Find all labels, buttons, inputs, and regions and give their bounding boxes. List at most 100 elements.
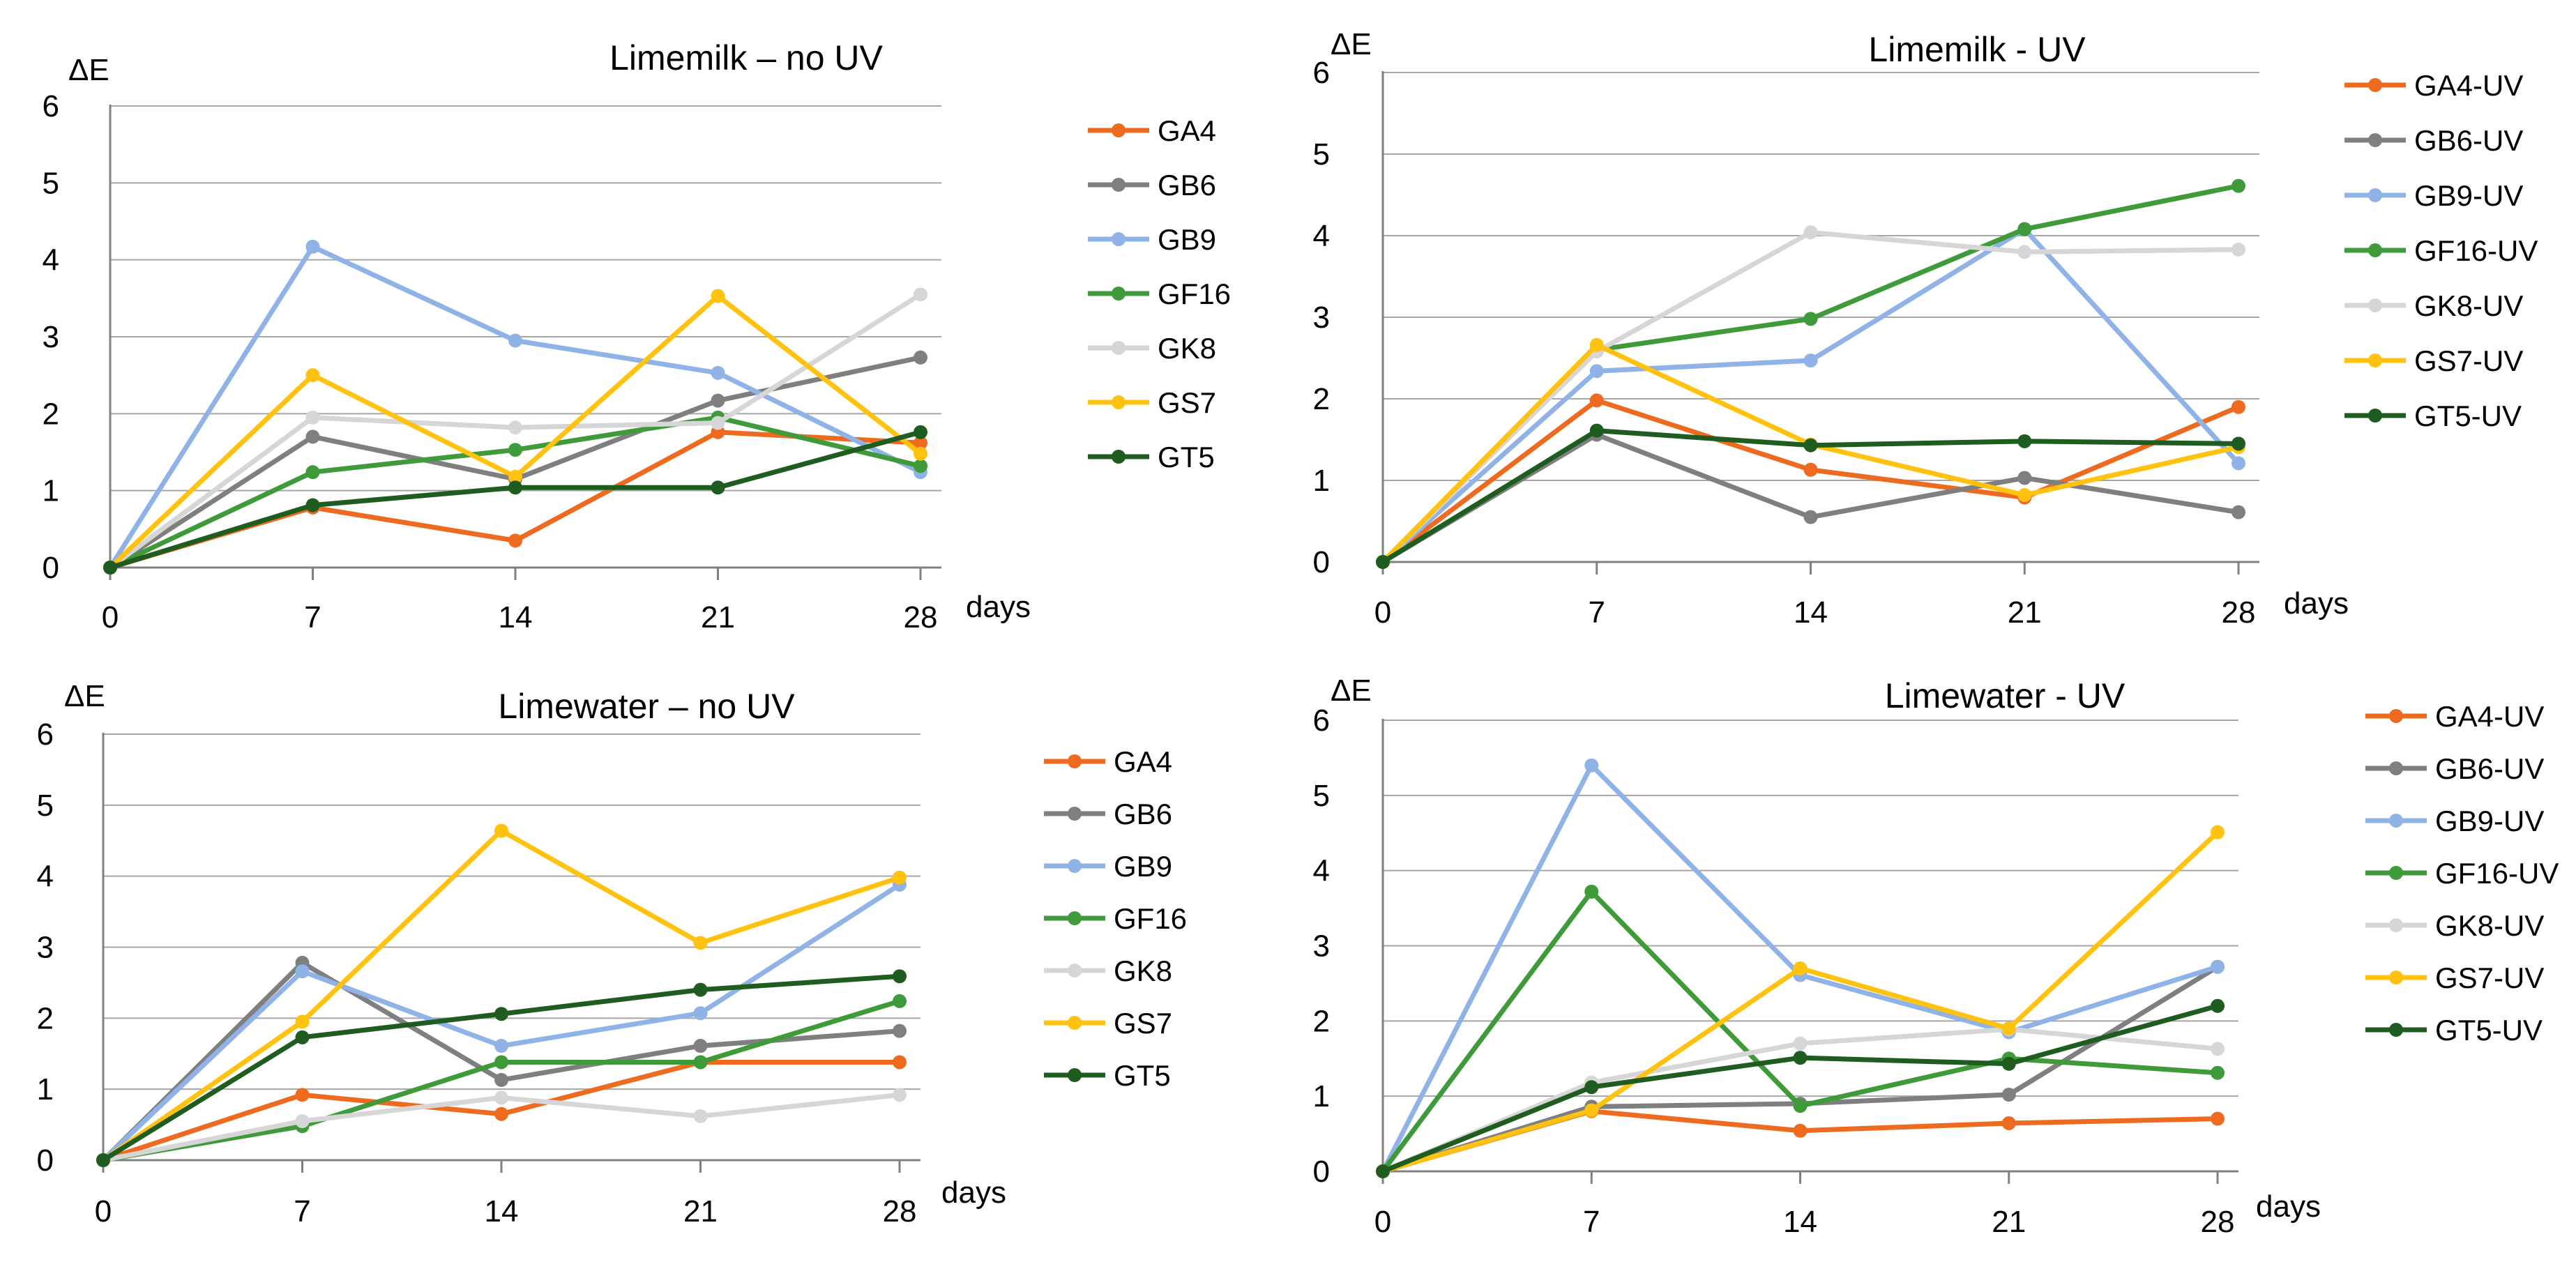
y-axis-label: ΔE [1331,27,1372,61]
x-tick-label: 21 [2008,595,2042,630]
data-point-GB6-UV-day-14 [1803,510,1818,524]
legend-swatch-marker [1068,911,1082,925]
y-axis-label: ΔE [1331,674,1372,708]
legend-label: GB9 [1158,223,1216,256]
y-tick-label: 0 [1313,1155,1330,1189]
legend-item-GT5-UV: GT5-UV [2344,400,2522,432]
legend-item-GB6-UV: GB6-UV [2365,752,2544,785]
data-point-GS7-UV-day-7 [1589,337,1604,352]
x-tick-label: 28 [2201,1205,2235,1239]
data-point-GT5-day-0 [96,1153,110,1167]
chart-panel-limemilk-no-uv: 0 1 2 3 4 5 6 0 7 14 21 28 ΔE days Limemilk – no UV GA4… [43,38,1232,634]
legend-label: GA4 [1114,745,1172,778]
legend-label: GB6 [1114,798,1172,830]
legend: GA4 GB6 GB9 GF16 GK8 GS7 GT5 [1044,745,1187,1092]
data-point-GF16-UV-day-7 [1584,884,1599,899]
series-line-GB6-UV [1381,964,2219,1174]
data-point-GB9-day-14 [508,333,522,348]
legend-swatch-marker [2368,409,2382,423]
y-tick-label: 3 [1313,929,1330,964]
x-tick-label: 7 [1583,1205,1600,1239]
data-point-GB6-UV-day-21 [2017,471,2032,485]
legend: GA4-UV GB6-UV GB9-UV GF16-UV GK8-UV GS7-UV GT5… [2365,700,2559,1047]
data-point-GS7-day-28 [893,870,907,885]
legend-swatch-marker [1112,341,1126,355]
data-point-GK8-UV-day-21 [2017,245,2032,259]
series-GT5 [103,425,927,575]
legend-item-GS7: GS7 [1088,386,1216,419]
legend-swatch-marker [1068,754,1082,768]
y-tick-label: 1 [1313,1079,1330,1113]
y-tick-label: 4 [1313,854,1330,888]
legend-swatch-marker [2368,188,2382,202]
data-point-GS7-UV-day-21 [2017,488,2032,503]
x-tick-label: 0 [95,1194,112,1228]
x-tick-label: 21 [683,1194,718,1228]
data-point-GA4-day-28 [914,436,927,450]
data-point-GB9-day-7 [295,964,310,979]
legend-item-GB6: GB6 [1088,169,1216,201]
data-point-GB6-day-21 [693,1039,708,1053]
legend-item-GT5: GT5 [1088,441,1215,473]
legend-label: GK8-UV [2414,289,2523,322]
legend-item-GB6-UV: GB6-UV [2344,124,2523,157]
data-point-GB6-day-21 [711,393,725,408]
data-point-GA4-UV-day-21 [2001,1116,2016,1130]
y-axis-label: ΔE [68,53,109,87]
y-tick-label: 2 [1313,382,1330,416]
legend-item-GF16-UV: GF16-UV [2344,234,2538,267]
legend-swatch-marker [2368,133,2382,147]
data-point-GA4-day-7 [295,1088,310,1102]
data-point-GS7-UV-day-14 [1793,961,1808,975]
y-tick-label: 4 [43,243,59,277]
chart-title: Limewater – no UV [498,687,795,726]
data-point-GB9-UV-day-7 [1584,758,1599,773]
legend-label: GF16-UV [2414,234,2538,267]
legend-label: GK8-UV [2435,909,2544,942]
x-tick-label: 14 [485,1194,519,1228]
legend-item-GA4: GA4 [1088,114,1216,147]
data-point-GK8-UV-day-14 [1803,225,1818,240]
data-point-GK8-day-28 [893,1088,907,1102]
legend-swatch-marker [1112,123,1126,137]
legend-label: GF16 [1158,277,1231,310]
data-point-GT5-day-7 [305,498,320,512]
y-tick-label: 2 [1313,1004,1330,1038]
data-point-GA4-UV-day-7 [1589,393,1604,408]
legend-item-GT5: GT5 [1044,1059,1171,1092]
y-tick-label: 5 [43,166,59,200]
legend-label: GB9-UV [2414,179,2523,212]
data-point-GB9-UV-day-28 [2211,959,2225,974]
data-point-GF16-UV-day-14 [1793,1099,1808,1113]
chart-panel-limemilk-uv: 0 1 2 3 4 5 6 0 7 14 21 28 ΔE days Limemilk - UV GA4-UV… [1313,27,2538,630]
y-tick-label: 0 [43,551,59,585]
data-point-GT5-UV-day-14 [1793,1051,1808,1065]
data-point-GT5-day-28 [914,425,927,439]
data-point-GK8-day-14 [508,420,522,435]
series-line-GB9 [108,244,922,569]
series-line-GF16-UV [1381,183,2239,564]
data-point-GB6-UV-day-21 [2001,1088,2016,1102]
series-GB9 [103,239,927,575]
x-tick-label: 0 [102,600,119,634]
data-point-GT5-UV-day-28 [2211,998,2225,1013]
data-point-GS7-day-21 [693,936,708,950]
data-point-GT5-day-28 [893,969,907,984]
series-line-GT5-UV [1381,1003,2218,1174]
legend-swatch-marker [2368,78,2382,92]
series-line-GS7-UV [1381,342,2239,564]
data-point-GF16-UV-day-28 [2211,1065,2225,1080]
legend-item-GK8: GK8 [1044,954,1172,987]
legend-swatch-marker [1112,450,1126,464]
data-point-GK8-day-21 [693,1109,708,1123]
data-point-GS7-day-7 [305,368,320,383]
series-GT5-UV [1376,998,2225,1178]
series-GA4-UV [1376,1104,2225,1178]
y-tick-label: 0 [37,1143,54,1178]
series-line-GB6-UV [1381,432,2239,565]
data-point-GB9-UV-day-7 [1589,364,1604,379]
data-point-GT5-UV-day-21 [2017,434,2032,448]
legend-swatch-marker [1112,395,1126,409]
legend-swatch-marker [2368,298,2382,312]
legend-item-GA4-UV: GA4-UV [2344,69,2523,102]
